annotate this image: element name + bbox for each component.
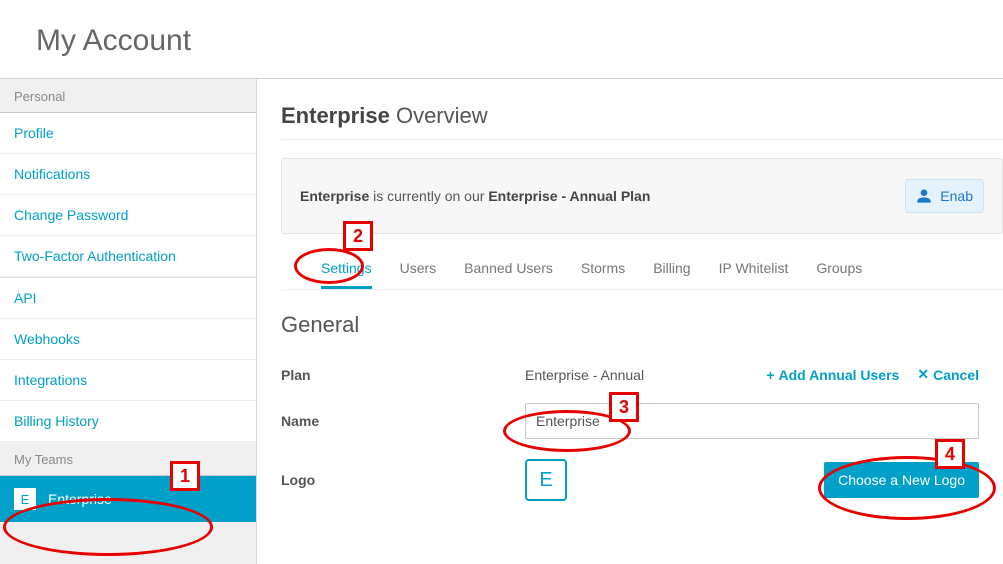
enable-button-label: Enab [940,188,973,204]
sidebar-item-change-password[interactable]: Change Password [0,195,256,236]
user-icon [916,188,932,204]
page-title: My Account [36,24,967,58]
team-logo-icon: E [14,488,36,510]
annotation-box-3: 3 [609,392,639,422]
section-title-general: General [281,312,1003,338]
label-name: Name [281,413,525,429]
plan-banner-plan: Enterprise - Annual Plan [488,188,650,204]
sidebar-item-two-factor[interactable]: Two-Factor Authentication [0,236,256,277]
value-plan: Enterprise - Annual [525,367,766,383]
sidebar-team-enterprise[interactable]: E Enterprise [0,476,256,522]
tab-ip-whitelist[interactable]: IP Whitelist [719,252,789,289]
main-content: Enterprise Overview Enterprise is curren… [257,79,1003,564]
add-annual-users-label: Add Annual Users [779,367,900,383]
row-logo: Logo E Choose a New Logo [281,449,1003,511]
tab-users[interactable]: Users [400,252,437,289]
enable-button[interactable]: Enab [905,179,984,213]
tab-billing[interactable]: Billing [653,252,690,289]
plus-icon: + [766,367,774,383]
add-annual-users-link[interactable]: + Add Annual Users [766,366,899,383]
plan-banner-name: Enterprise [300,188,369,204]
plan-banner-mid: is currently on our [373,188,484,204]
row-plan: Plan Enterprise - Annual + Add Annual Us… [281,356,1003,393]
annotation-box-1: 1 [170,461,200,491]
sidebar-item-billing-history[interactable]: Billing History [0,401,256,442]
tab-storms[interactable]: Storms [581,252,625,289]
sidebar-item-webhooks[interactable]: Webhooks [0,319,256,360]
sidebar-item-notifications[interactable]: Notifications [0,154,256,195]
sidebar-item-profile[interactable]: Profile [0,113,256,154]
tab-settings[interactable]: Settings [321,252,372,289]
logo-preview: E [525,459,567,501]
cancel-label: Cancel [933,367,979,383]
main-title-rest: Overview [396,103,488,128]
main-title-bold: Enterprise [281,103,390,128]
sidebar-item-api[interactable]: API [0,277,256,319]
sidebar-group-personal: Personal [0,79,256,113]
sidebar-team-label: Enterprise [48,491,112,507]
plan-banner: Enterprise is currently on our Enterpris… [281,158,1003,234]
close-icon: ✕ [917,366,929,383]
tab-groups[interactable]: Groups [816,252,862,289]
sidebar-item-integrations[interactable]: Integrations [0,360,256,401]
main-title: Enterprise Overview [281,103,1003,140]
sidebar: Personal Profile Notifications Change Pa… [0,79,257,564]
annotation-box-4: 4 [935,439,965,469]
page-header: My Account [0,0,1003,79]
label-plan: Plan [281,367,525,383]
name-input[interactable] [525,403,979,439]
cancel-link[interactable]: ✕ Cancel [917,366,979,383]
tab-banned-users[interactable]: Banned Users [464,252,553,289]
label-logo: Logo [281,472,525,488]
tabs: Settings Users Banned Users Storms Billi… [281,252,1003,290]
plan-banner-text: Enterprise is currently on our Enterpris… [300,188,650,204]
row-name: Name [281,393,1003,449]
annotation-box-2: 2 [343,221,373,251]
sidebar-group-teams: My Teams [0,442,256,476]
